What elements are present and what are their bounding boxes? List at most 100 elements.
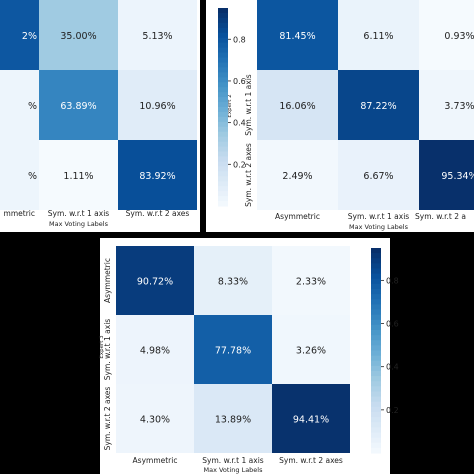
colorbar-segment [218, 37, 228, 44]
cell-value-label: 3.26% [296, 346, 326, 357]
heatmap-cell [257, 70, 338, 140]
y-tick-label: Sym. w.r.t 1 axis [244, 74, 253, 135]
colorbar-tick-label: 0.4 [233, 119, 246, 128]
colorbar-segment [218, 32, 228, 39]
heatmap-cell [116, 384, 194, 453]
cell-value-label: 2% [22, 31, 37, 42]
colorbar-segment [371, 309, 381, 316]
colorbar-segment [218, 196, 228, 202]
colorbar-segment [371, 412, 381, 418]
cell-value-label: 90.72% [137, 277, 173, 288]
colorbar-segment [371, 442, 381, 449]
colorbar-segment [218, 8, 228, 14]
y-tick-label: Asymmetric [103, 258, 112, 303]
colorbar-segment [218, 176, 228, 182]
heatmap-cell [338, 0, 419, 70]
y-tick-label: Sym. w.r.t 2 axes [103, 387, 112, 451]
colorbar-segment [371, 396, 381, 403]
heatmap-cell [116, 246, 194, 315]
colorbar-tick-label: 0.8 [386, 276, 399, 285]
colorbar-segment [218, 27, 228, 34]
colorbar-segment [218, 186, 228, 192]
colorbar-segment [218, 201, 228, 207]
colorbar-tick-label: 0.6 [386, 320, 399, 329]
colorbar-segment [371, 283, 381, 290]
colorbar-segment [218, 12, 228, 19]
colorbar-segment [218, 57, 228, 64]
colorbar-segment [218, 72, 228, 78]
x-tick-label: Asymmetric [275, 212, 320, 221]
colorbar-segment [371, 304, 381, 311]
x-axis-title: Max Voting Labels [49, 220, 109, 228]
colorbar-segment [218, 102, 228, 108]
colorbar-segment [371, 253, 381, 259]
heatmap-cell [118, 140, 197, 210]
y-tick-label: Sym. w.r.t 2 axes [244, 143, 253, 207]
colorbar-segment [218, 67, 228, 73]
colorbar-segment [218, 166, 228, 172]
colorbar-segment [218, 42, 228, 49]
colorbar-segment [218, 92, 228, 98]
colorbar-segment [218, 146, 228, 153]
colorbar-tick-label: 0.2 [233, 160, 246, 169]
cell-value-label: 13.89% [215, 415, 251, 426]
cell-value-label: 87.22% [360, 101, 396, 112]
colorbar-segment [371, 417, 381, 423]
heatmap-cell [257, 0, 338, 70]
heatmap-cell [194, 315, 272, 384]
colorbar-segment [371, 248, 381, 254]
cell-value-label: 6.67% [363, 171, 393, 182]
colorbar-segment [218, 82, 228, 88]
x-tick-label: Sym. w.r.t 2 a [415, 212, 466, 221]
colorbar-segment [218, 62, 228, 68]
cell-value-label: 94.41% [293, 415, 329, 426]
colorbar-segment [371, 406, 381, 413]
heatmap-cell [0, 70, 39, 140]
colorbar-segment [371, 335, 381, 341]
colorbar-segment [371, 401, 381, 408]
heatmap-cell [118, 0, 197, 70]
heatmap-cell [338, 70, 419, 140]
cell-value-label: 6.11% [363, 31, 393, 42]
colorbar-segment [371, 386, 381, 393]
colorbar-segment [218, 121, 228, 128]
colorbar-segment [218, 126, 228, 133]
heatmap-cell [116, 315, 194, 384]
colorbar-tick-label: 0.6 [233, 77, 246, 86]
colorbar-segment [371, 289, 381, 295]
colorbar-segment [371, 294, 381, 300]
colorbar-segment [218, 111, 228, 118]
colorbar-segment [371, 319, 381, 326]
x-tick-label: Asymmetric [133, 456, 178, 465]
x-axis-title: Max Voting Labels [349, 223, 409, 231]
colorbar-segment [371, 340, 381, 346]
cell-value-label: 4.30% [140, 415, 170, 426]
cell-value-label: % [28, 101, 37, 112]
y-axis-title: Expert 2 [227, 94, 233, 117]
cell-value-label: 35.00% [60, 31, 96, 42]
colorbar-segment [371, 437, 381, 444]
colorbar-segment [371, 447, 381, 454]
colorbar-segment [218, 22, 228, 29]
heatmap-cell [419, 140, 474, 210]
cell-value-label: 3.73% [444, 101, 474, 112]
colorbar-segment [371, 345, 381, 352]
colorbar-segment [218, 171, 228, 177]
heatmap-cell [0, 140, 39, 210]
colorbar-tick-label: 0.8 [233, 35, 246, 44]
colorbar-tick-label: 0.4 [386, 363, 399, 372]
cell-value-label: % [28, 171, 37, 182]
cell-value-label: 0.93% [444, 31, 474, 42]
cell-value-label: 5.13% [142, 31, 172, 42]
colorbar-segment [371, 391, 381, 398]
heatmap-cell [419, 70, 474, 140]
heatmap-cell [194, 384, 272, 453]
heatmap-cell [272, 246, 350, 315]
colorbar-segment [371, 355, 381, 362]
cell-value-label: 4.98% [140, 346, 170, 357]
colorbar-segment [371, 350, 381, 357]
cell-value-label: 10.96% [139, 101, 175, 112]
colorbar-segment [218, 151, 228, 158]
cell-value-label: 63.89% [60, 101, 96, 112]
